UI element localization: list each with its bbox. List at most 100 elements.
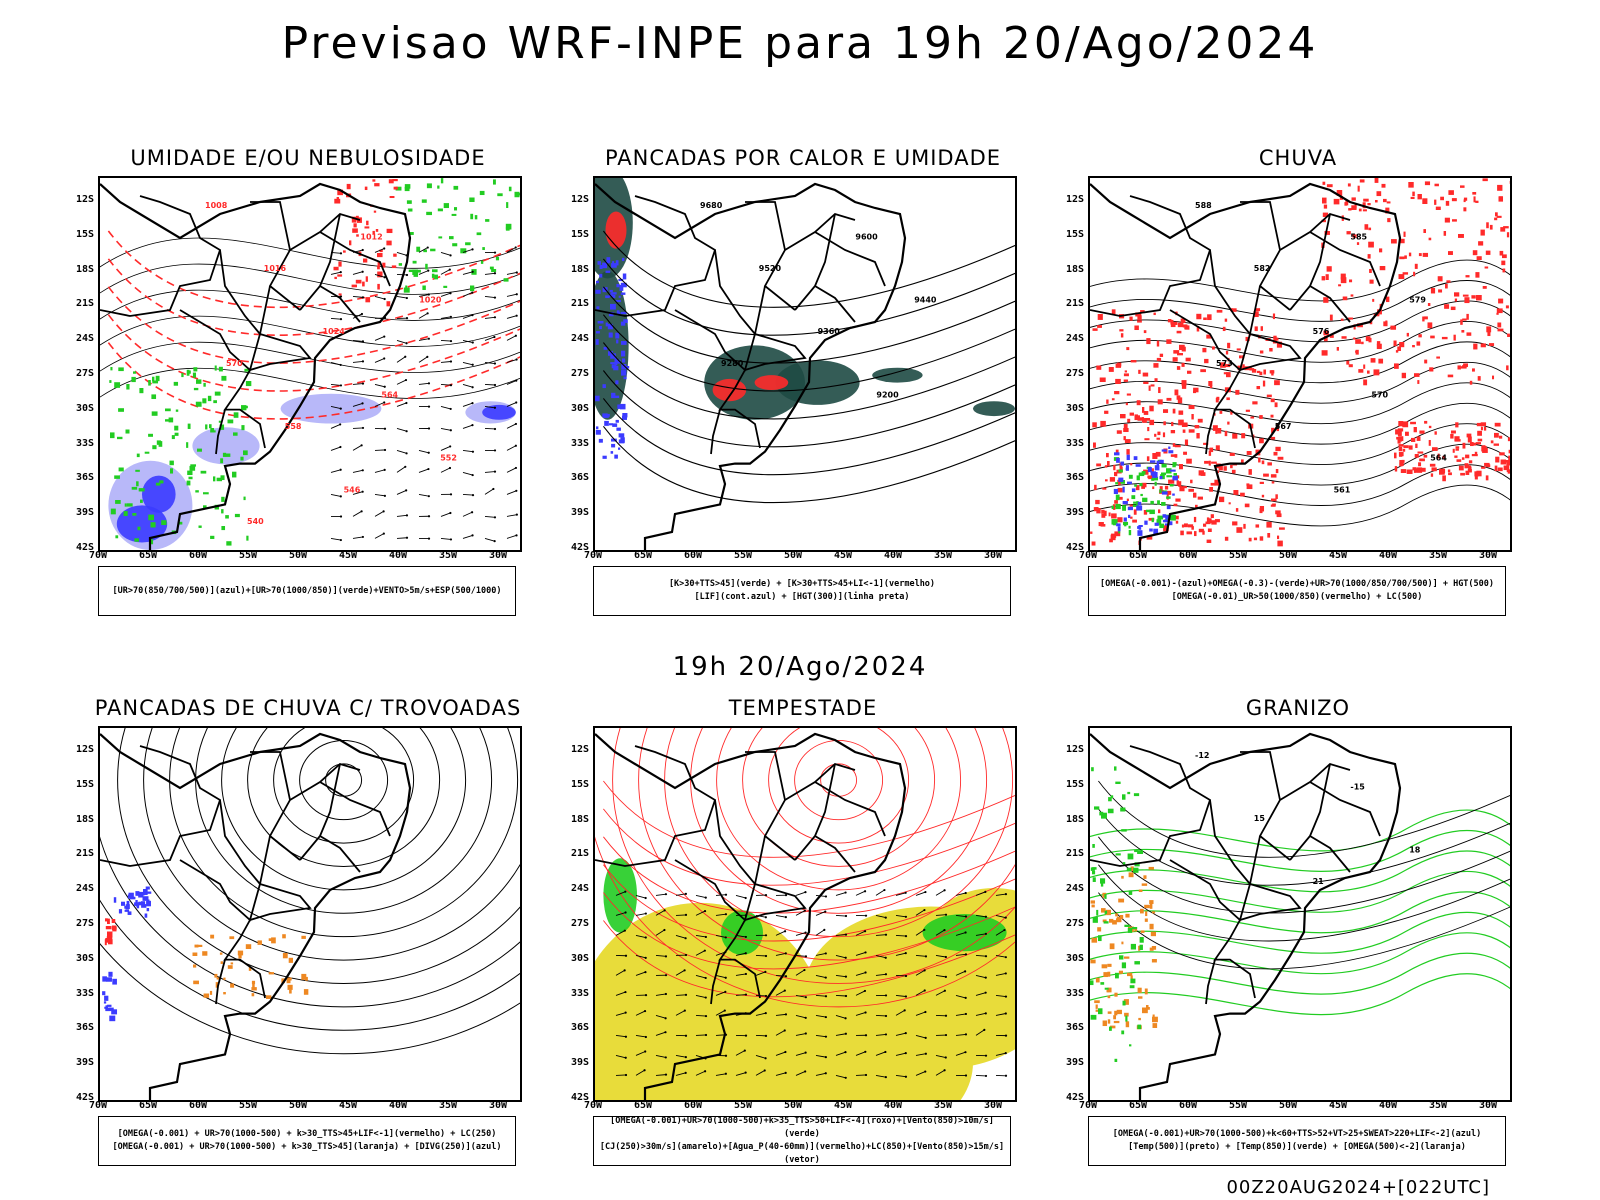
legend-line: [K>30+TTS>45](verde) + [K>30+TTS>45+LI<-… — [668, 579, 936, 589]
instability-green — [595, 178, 1015, 420]
latitude-label: 21S — [570, 298, 589, 310]
latitude-label: 36S — [1065, 472, 1084, 484]
latitude-label: 12S — [75, 744, 94, 755]
main-title: Previsao WRF-INPE para 19h 20/Ago/2024 — [281, 18, 1319, 69]
latitude-label: 42S — [570, 1092, 589, 1103]
latitude-label: 36S — [75, 1022, 94, 1034]
map-frame: 588 585 582 579 576 573 570 567 564 561 — [1088, 176, 1512, 552]
contour-label: 21 — [1313, 877, 1325, 886]
longitude-label: 45W — [1328, 1100, 1348, 1111]
latitude-label: 39S — [1065, 1057, 1084, 1069]
contour-label: 582 — [1254, 264, 1271, 273]
latitude-label: 27S — [570, 368, 589, 379]
longitude-label: 65W — [138, 550, 158, 561]
latitude-label: 24S — [1065, 883, 1084, 895]
longitude-label: 45W — [338, 1100, 358, 1111]
latitude-label: 15S — [75, 778, 94, 790]
contour-label: 1012 — [360, 232, 382, 241]
contour-label: 9280 — [721, 359, 744, 368]
legend-line: [OMEGA(-0.01)_UR>50(1000/850)(vermelho) … — [1171, 592, 1423, 602]
panel-2: PANCADAS POR CALOR E UMIDADE 9680 9600 9520… — [553, 146, 1023, 616]
contour-label: 567 — [1275, 422, 1292, 431]
map-canvas: 1008 1012 1016 1020 1024 570 564 558 552 546 540 — [100, 178, 520, 550]
map-canvas — [100, 728, 520, 1100]
longitude-label: 35W — [1428, 1100, 1448, 1111]
map-frame: 9680 9600 9520 9440 9360 9280 9200 — [593, 176, 1017, 552]
latitude-label: 27S — [1065, 368, 1084, 379]
longitude-label: 35W — [438, 1100, 458, 1111]
latitude-label: 18S — [75, 813, 94, 825]
latitude-label: 42S — [75, 542, 94, 553]
contour-lines — [107, 230, 520, 420]
panel-title: CHUVA — [1258, 146, 1338, 170]
panel-title: PANCADAS POR CALOR E UMIDADE — [604, 146, 1002, 170]
longitude-label: 40W — [388, 550, 408, 561]
latitude-label: 21S — [75, 298, 94, 310]
latitude-label: 33S — [75, 437, 94, 449]
latitude-label: 12S — [1065, 744, 1084, 755]
longitude-label: 35W — [1428, 550, 1448, 561]
contour-label: 18 — [1409, 846, 1421, 855]
latitude-label: 30S — [1065, 402, 1084, 414]
rain-red-ne — [1321, 178, 1510, 386]
longitude-label: 70W — [88, 1100, 108, 1111]
contour-label: 564 — [1430, 454, 1447, 463]
contour-label: 1008 — [205, 201, 228, 210]
contour-label: 570 — [1371, 390, 1388, 399]
panel-title: PANCADAS DE CHUVA C/ TROVOADAS — [94, 696, 522, 720]
legend-box: [K>30+TTS>45](verde) + [K>30+TTS>45+LI<-… — [593, 566, 1011, 616]
rain-blue — [1113, 446, 1178, 536]
contour-label: 576 — [1313, 327, 1330, 336]
panel-5: TEMPESTADE 12S 15S 18S 21S 24S 27S 30S 33S 36S 39S… — [553, 696, 1023, 1166]
latitude-label: 33S — [570, 437, 589, 449]
temp-green-speckle — [1090, 766, 1144, 1062]
latitude-label: 39S — [1065, 507, 1084, 519]
contour-label: 570 — [226, 359, 243, 368]
legend-line: [OMEGA(-0.001) + UR>70(1000-500) + k>30_… — [117, 1129, 497, 1139]
legend-line: [OMEGA(-0.001) + UR>70(1000-500) + k>30_… — [112, 1142, 502, 1152]
longitude-label: 40W — [883, 550, 903, 561]
longitude-label: 60W — [188, 1100, 208, 1111]
latitude-label: 15S — [75, 228, 94, 240]
latitude-label: 39S — [570, 1057, 589, 1069]
latitude-label: 30S — [570, 952, 589, 964]
latitude-label: 21S — [570, 848, 589, 860]
longitude-label: 55W — [1228, 550, 1248, 561]
contour-labels: 588 585 582 579 576 573 570 567 564 561 — [1195, 201, 1447, 495]
latitude-label: 15S — [1065, 778, 1084, 790]
contour-label: 1016 — [264, 264, 287, 273]
latitude-label: 30S — [1065, 952, 1084, 964]
latitude-label: 42S — [1065, 542, 1084, 553]
latitude-label: 42S — [75, 1092, 94, 1103]
longitude-label: 60W — [1178, 550, 1198, 561]
longitude-label: 45W — [833, 550, 853, 561]
legend-line: [LIF](cont.azul) + [HGT(300)](linha pret… — [694, 592, 910, 602]
longitude-label: 60W — [683, 1100, 703, 1111]
contour-label: 573 — [1216, 359, 1233, 368]
longitude-label: 30W — [1478, 550, 1498, 561]
latitude-label: 24S — [1065, 333, 1084, 345]
longitude-label: 55W — [238, 1100, 258, 1111]
longitude-label: 65W — [1128, 550, 1148, 561]
latitude-label: 27S — [1065, 918, 1084, 929]
latitude-label: 30S — [75, 952, 94, 964]
longitude-label: 55W — [1228, 1100, 1248, 1111]
latitude-label: 18S — [1065, 813, 1084, 825]
map-borders — [595, 732, 907, 1100]
map-canvas: 9680 9600 9520 9440 9360 9280 9200 — [595, 178, 1015, 550]
contour-label: 1024 — [323, 327, 346, 336]
longitude-label: 55W — [238, 550, 258, 561]
legend-line: [OMEGA(-0.001)+UR>70(1000-500)+k<60+TTS>… — [1112, 1129, 1482, 1139]
longitude-label: 55W — [733, 1100, 753, 1111]
contour-label: 9520 — [759, 264, 782, 273]
map-borders — [1090, 182, 1402, 550]
latitude-label: 27S — [75, 918, 94, 929]
map-canvas: 588 585 582 579 576 573 570 567 564 561 — [1090, 178, 1510, 550]
latitude-label: 15S — [570, 778, 589, 790]
contour-label: 588 — [1195, 201, 1212, 210]
wind-vectors — [615, 888, 1008, 1079]
longitude-label: 30W — [488, 550, 508, 561]
latitude-label: 36S — [75, 472, 94, 484]
latitude-label: 42S — [570, 542, 589, 553]
longitude-label: 70W — [1078, 550, 1098, 561]
